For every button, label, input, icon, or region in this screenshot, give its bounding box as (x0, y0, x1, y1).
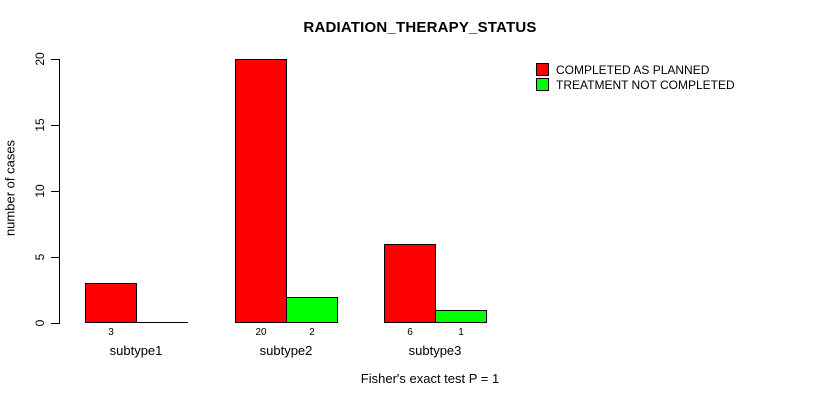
bar (235, 59, 287, 323)
legend: COMPLETED AS PLANNED TREATMENT NOT COMPLE… (536, 62, 735, 92)
legend-label: TREATMENT NOT COMPLETED (556, 77, 735, 92)
bar-value-label: 6 (407, 327, 413, 338)
x-axis-category-label: subtype2 (259, 343, 313, 358)
bar-value-label: 3 (108, 327, 114, 338)
y-axis-tick-label: 20 (33, 52, 47, 66)
bar-value-label: 20 (255, 327, 267, 338)
y-axis-tick-label: 15 (33, 118, 47, 132)
y-axis-tick-label: 5 (33, 253, 47, 261)
y-axis-tick-label: 0 (33, 319, 47, 327)
bar-zero (136, 322, 188, 323)
y-axis-tick (51, 323, 59, 324)
x-axis-category-label: subtype1 (109, 343, 163, 358)
legend-item: COMPLETED AS PLANNED (536, 62, 735, 77)
legend-item: TREATMENT NOT COMPLETED (536, 77, 735, 92)
y-axis-label: number of cases (2, 139, 18, 237)
bar (85, 283, 137, 323)
chart-title: RADIATION_THERAPY_STATUS (303, 19, 537, 36)
y-axis-tick (51, 59, 59, 60)
footnote-fisher-test: Fisher's exact test P = 1 (360, 371, 500, 386)
legend-color-swatch (536, 78, 549, 91)
y-axis-tick (51, 191, 59, 192)
bar (384, 244, 436, 323)
y-axis-tick (51, 257, 59, 258)
y-axis-tick-label: 10 (33, 184, 47, 198)
y-axis-tick (51, 125, 59, 126)
bar (286, 297, 338, 323)
x-axis-category-label: subtype3 (408, 343, 462, 358)
bar-value-label: 1 (458, 327, 464, 338)
bar-value-label: 2 (309, 327, 315, 338)
bar (435, 310, 487, 323)
legend-label: COMPLETED AS PLANNED (556, 62, 710, 77)
legend-color-swatch (536, 63, 549, 76)
y-axis-line (59, 59, 60, 324)
